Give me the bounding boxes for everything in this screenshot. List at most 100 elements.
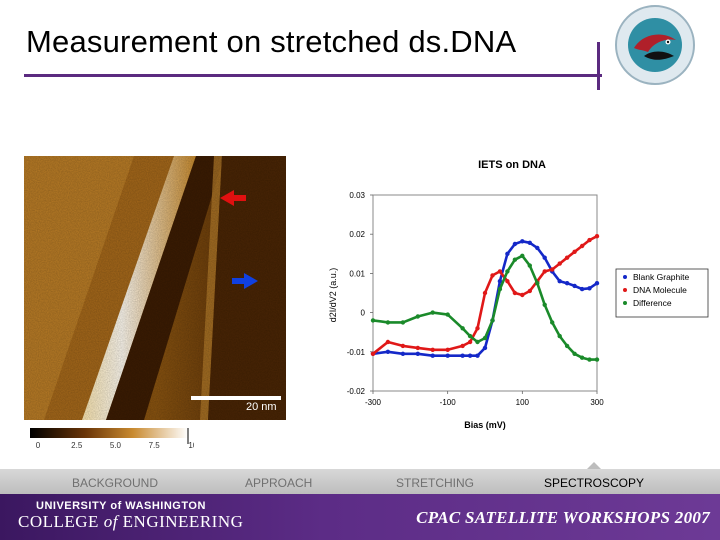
height-colorbar: 0 2.5 5.0 7.5 10 bbox=[30, 428, 194, 450]
series-point-1 bbox=[564, 255, 570, 260]
legend bbox=[615, 268, 709, 318]
y-tick-label: -0.01 bbox=[347, 348, 366, 357]
series-point-0 bbox=[594, 281, 600, 286]
series-point-2 bbox=[557, 333, 562, 339]
series-point-1 bbox=[520, 292, 525, 298]
series-point-2 bbox=[512, 257, 518, 262]
series-point-2 bbox=[527, 263, 532, 268]
y-tick-label: 0 bbox=[361, 309, 366, 318]
nav-stretching[interactable]: STRETCHING bbox=[396, 476, 474, 490]
series-point-1 bbox=[467, 339, 473, 345]
series-point-2 bbox=[587, 357, 592, 362]
x-axis-label: Bias (mV) bbox=[464, 420, 506, 430]
nav-approach[interactable]: APPROACH bbox=[245, 476, 313, 490]
series-point-1 bbox=[542, 269, 547, 274]
legend-label-2: Difference bbox=[633, 298, 672, 308]
colorbar-tick-label: 5.0 bbox=[110, 441, 122, 450]
college-name: COLLEGE of ENGINEERING bbox=[18, 512, 244, 531]
series-point-0 bbox=[505, 251, 510, 256]
series-point-2 bbox=[385, 320, 391, 325]
series-point-2 bbox=[542, 302, 547, 307]
x-tick-label: -300 bbox=[365, 398, 382, 407]
series-point-0 bbox=[512, 241, 518, 247]
y-axis-label: d2I/dV2 (a.u.) bbox=[328, 268, 338, 323]
workshop-title: CPAC SATELLITE WORKSHOPS 2007 bbox=[416, 508, 710, 527]
series-point-0 bbox=[527, 240, 532, 245]
series-point-2 bbox=[579, 355, 585, 360]
nav-background[interactable]: BACKGROUND bbox=[72, 476, 159, 490]
series-point-0 bbox=[557, 279, 562, 284]
colorbar-tick-label: 2.5 bbox=[71, 441, 83, 450]
series-point-1 bbox=[415, 345, 420, 351]
series-point-2 bbox=[564, 343, 570, 349]
nav-spectroscopy[interactable]: SPECTROSCOPY bbox=[544, 476, 645, 490]
y-tick-label: 0.01 bbox=[349, 269, 365, 278]
series-point-0 bbox=[385, 349, 391, 354]
legend-label-1: DNA Molecule bbox=[633, 285, 687, 295]
series-point-2 bbox=[482, 335, 488, 341]
series-point-2 bbox=[430, 310, 435, 315]
series-point-1 bbox=[482, 290, 488, 296]
colorbar-tick-label: 10 bbox=[188, 441, 194, 450]
x-tick-label: -100 bbox=[440, 398, 457, 407]
series-point-0 bbox=[579, 286, 585, 292]
legend-marker-2 bbox=[623, 301, 627, 305]
series-point-2 bbox=[497, 286, 503, 292]
x-tick-label: 100 bbox=[516, 398, 530, 407]
series-point-1 bbox=[490, 273, 495, 278]
series-point-2 bbox=[460, 326, 465, 331]
series-point-0 bbox=[445, 353, 450, 358]
y-tick-label: 0.03 bbox=[349, 191, 365, 200]
series-point-1 bbox=[445, 347, 450, 352]
series-point-1 bbox=[594, 234, 600, 239]
title-vertical-rule bbox=[597, 42, 600, 90]
series-point-2 bbox=[400, 320, 406, 325]
series-point-2 bbox=[572, 351, 577, 356]
series-point-0 bbox=[542, 255, 547, 260]
series-point-2 bbox=[475, 339, 480, 345]
series-point-1 bbox=[460, 343, 465, 349]
legend-marker-0 bbox=[623, 275, 627, 279]
series-point-0 bbox=[460, 353, 465, 358]
blue-arrow-icon bbox=[232, 273, 258, 289]
series-point-0 bbox=[482, 345, 488, 351]
series-point-1 bbox=[579, 243, 585, 249]
series-point-2 bbox=[520, 253, 525, 258]
series-point-2 bbox=[467, 333, 473, 339]
chart-title: IETS on DNA bbox=[478, 159, 546, 171]
red-arrow-icon bbox=[220, 190, 246, 206]
series-point-0 bbox=[430, 353, 435, 358]
colorbar-tick-label: 0 bbox=[36, 441, 41, 450]
series-point-1 bbox=[430, 347, 435, 352]
colorbar-tick-label: 7.5 bbox=[149, 441, 161, 450]
y-tick-label: -0.02 bbox=[347, 387, 366, 396]
title-underline bbox=[24, 74, 602, 77]
series-point-2 bbox=[505, 269, 510, 274]
series-point-0 bbox=[564, 281, 570, 286]
series-point-0 bbox=[475, 353, 480, 358]
section-nav: BACKGROUND APPROACH STRETCHING SPECTROSC… bbox=[0, 469, 720, 494]
scale-bar-label: 20 nm bbox=[246, 401, 277, 413]
series-point-2 bbox=[550, 320, 555, 325]
series-point-1 bbox=[475, 326, 480, 331]
afm-topography-image bbox=[24, 156, 286, 420]
series-point-1 bbox=[572, 249, 577, 254]
university-name: UNIVERSITY of WASHINGTON bbox=[36, 500, 206, 512]
footer-banner bbox=[0, 494, 720, 540]
series-point-0 bbox=[587, 286, 592, 291]
slide-title: Measurement on stretched ds.DNA bbox=[26, 24, 517, 59]
legend-label-0: Blank Graphite bbox=[633, 272, 689, 282]
active-nav-pointer bbox=[586, 462, 602, 470]
salmon-logo-icon bbox=[615, 5, 695, 85]
series-point-1 bbox=[370, 351, 376, 356]
series-point-2 bbox=[490, 318, 495, 323]
series-point-0 bbox=[535, 245, 540, 251]
series-point-1 bbox=[400, 343, 406, 349]
legend-marker-1 bbox=[623, 288, 627, 292]
series-point-2 bbox=[535, 281, 540, 286]
series-point-1 bbox=[385, 339, 391, 345]
series-point-1 bbox=[550, 267, 555, 272]
series-point-2 bbox=[370, 318, 376, 323]
series-point-0 bbox=[415, 351, 420, 356]
series-point-2 bbox=[415, 314, 420, 319]
